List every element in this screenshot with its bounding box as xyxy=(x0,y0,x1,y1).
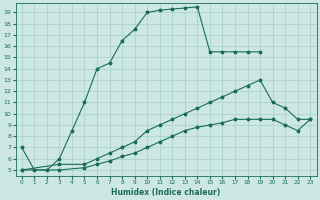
X-axis label: Humidex (Indice chaleur): Humidex (Indice chaleur) xyxy=(111,188,221,197)
